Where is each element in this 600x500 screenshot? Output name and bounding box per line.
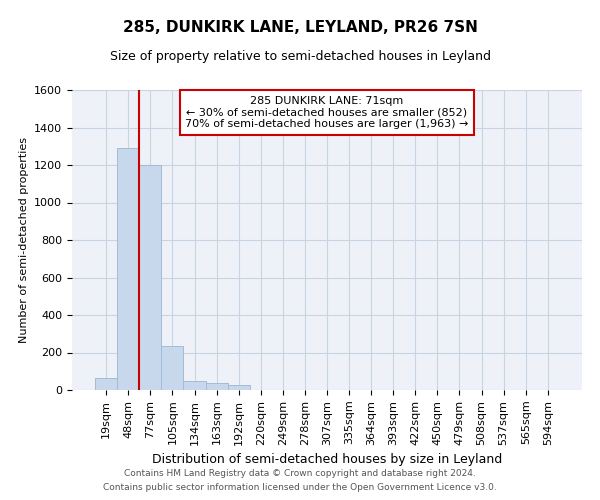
- Bar: [206, 384, 227, 390]
- Bar: [139, 165, 161, 390]
- Bar: [227, 386, 250, 390]
- Text: 285 DUNKIRK LANE: 71sqm
← 30% of semi-detached houses are smaller (852)
70% of s: 285 DUNKIRK LANE: 71sqm ← 30% of semi-de…: [185, 96, 469, 129]
- Text: Contains HM Land Registry data © Crown copyright and database right 2024.: Contains HM Land Registry data © Crown c…: [124, 468, 476, 477]
- Text: Contains public sector information licensed under the Open Government Licence v3: Contains public sector information licen…: [103, 484, 497, 492]
- Text: Size of property relative to semi-detached houses in Leyland: Size of property relative to semi-detach…: [110, 50, 491, 63]
- Text: 285, DUNKIRK LANE, LEYLAND, PR26 7SN: 285, DUNKIRK LANE, LEYLAND, PR26 7SN: [122, 20, 478, 35]
- Bar: [184, 380, 206, 390]
- X-axis label: Distribution of semi-detached houses by size in Leyland: Distribution of semi-detached houses by …: [152, 453, 502, 466]
- Bar: [161, 346, 184, 390]
- Bar: [117, 148, 139, 390]
- Bar: [95, 378, 117, 390]
- Y-axis label: Number of semi-detached properties: Number of semi-detached properties: [19, 137, 29, 343]
